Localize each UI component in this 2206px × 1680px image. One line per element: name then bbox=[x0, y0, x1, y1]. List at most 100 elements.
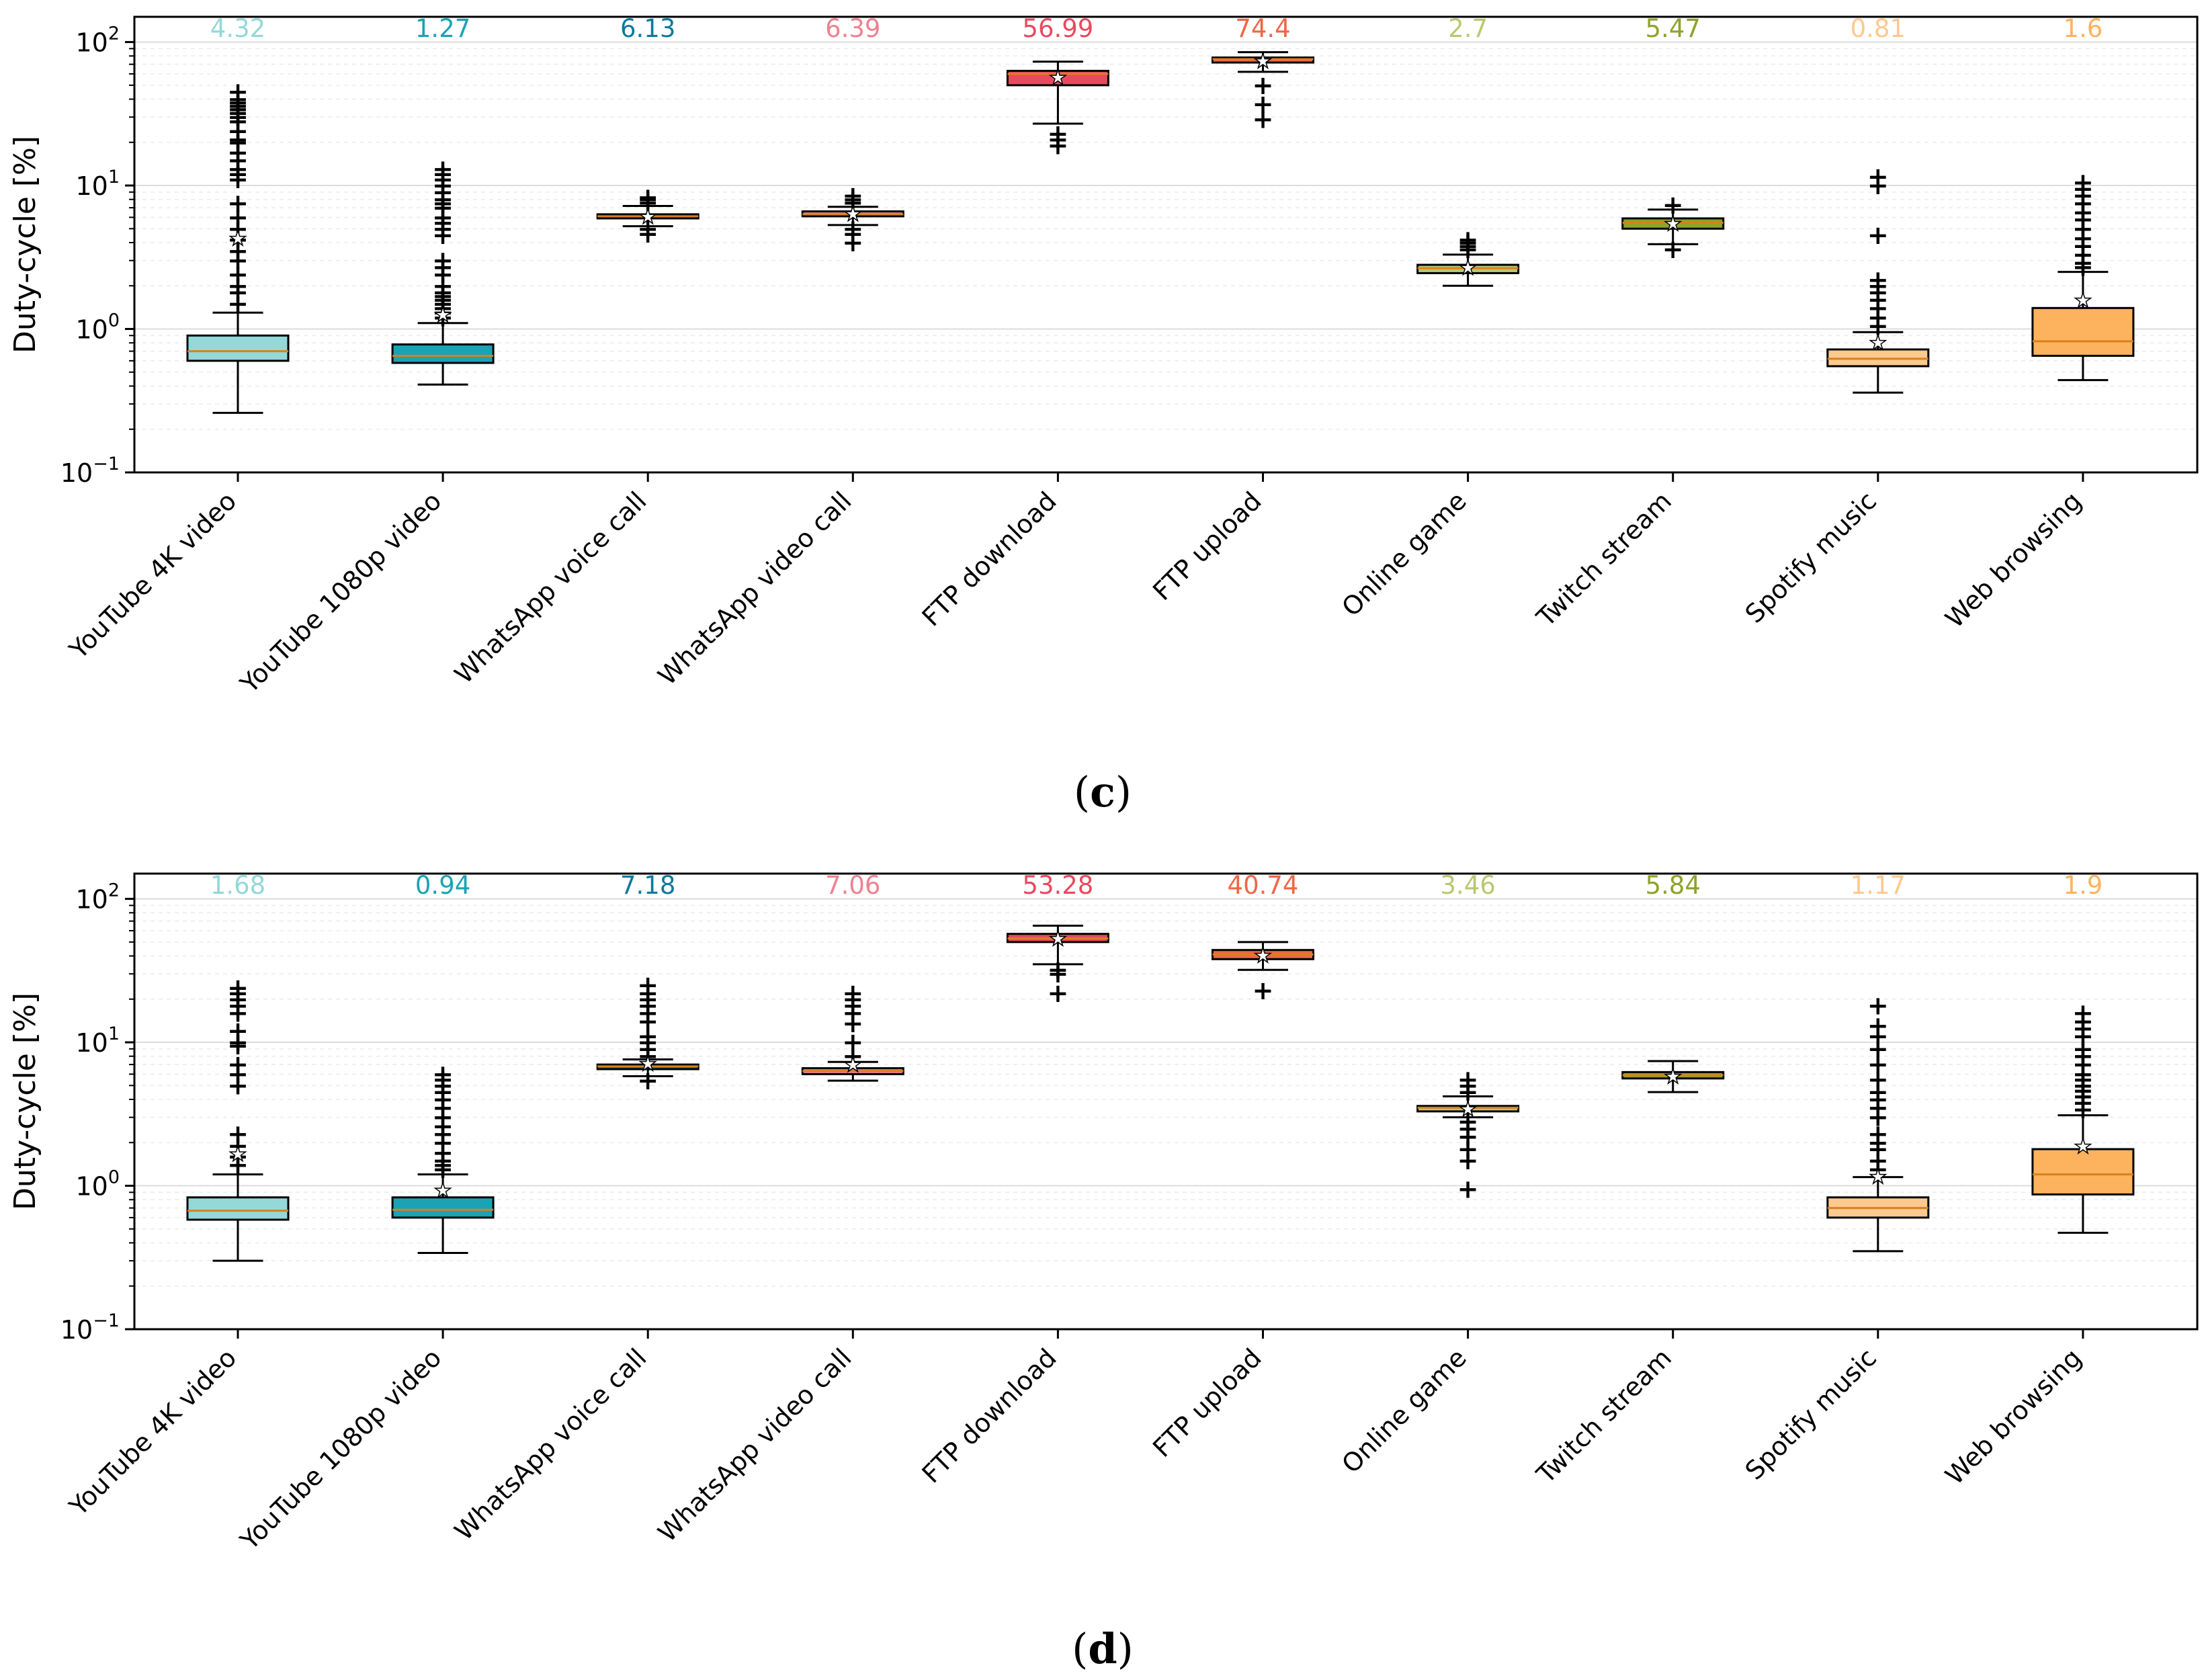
outlier-marker: + bbox=[637, 1007, 659, 1036]
box-ftp-upload: +++★ bbox=[1212, 49, 1314, 134]
outlier-marker: + bbox=[1457, 224, 1479, 254]
iqr-box bbox=[391, 343, 495, 364]
outlier-marker: + bbox=[432, 271, 454, 300]
outlier-marker: + bbox=[1662, 235, 1684, 264]
panel-caption-letter: c bbox=[1090, 767, 1115, 816]
outlier-marker: + bbox=[1867, 1134, 1889, 1164]
mean-marker: ★ bbox=[1459, 1097, 1477, 1121]
outlier-marker: + bbox=[227, 102, 249, 132]
outlier-marker: + bbox=[842, 998, 863, 1027]
outlier-marker: + bbox=[1457, 1146, 1479, 1175]
outlier-marker: + bbox=[227, 155, 249, 184]
outlier-marker: + bbox=[1867, 271, 1889, 300]
outlier-marker: + bbox=[842, 219, 863, 249]
outlier-marker: + bbox=[1457, 1114, 1479, 1144]
box-spotify-music: ++++++++++★ bbox=[1826, 162, 1930, 394]
outlier-marker: + bbox=[1867, 285, 1889, 314]
plot-frame bbox=[133, 872, 2199, 1331]
y-tick-label: 101 bbox=[75, 167, 120, 201]
outlier-marker: + bbox=[842, 1042, 863, 1071]
mean-marker: ★ bbox=[434, 1179, 452, 1202]
outlier-marker: + bbox=[637, 1021, 659, 1051]
mean-value-label: 4.32 bbox=[210, 14, 265, 43]
outlier-marker: + bbox=[432, 185, 454, 214]
iqr-box bbox=[186, 1196, 290, 1221]
outlier-marker: + bbox=[2072, 998, 2094, 1027]
outlier-marker: + bbox=[2072, 240, 2094, 269]
mean-marker: ★ bbox=[1869, 1165, 1887, 1189]
outlier-marker: + bbox=[1047, 119, 1068, 149]
outlier-marker: + bbox=[637, 1066, 659, 1095]
plot-frame bbox=[133, 15, 2199, 474]
outlier-marker: + bbox=[2072, 214, 2094, 243]
box-youtube-1080p-video: +++++++++++++++++++++++★ bbox=[391, 155, 495, 386]
outlier-marker: + bbox=[227, 202, 249, 232]
outlier-marker: + bbox=[1457, 1107, 1479, 1136]
outlier-marker: + bbox=[1867, 171, 1889, 200]
outlier-marker: + bbox=[2072, 1007, 2094, 1036]
outlier-marker: + bbox=[227, 998, 249, 1027]
mean-marker: ★ bbox=[1049, 927, 1067, 951]
outlier-marker: + bbox=[1253, 71, 1274, 100]
outlier-marker: + bbox=[842, 181, 863, 210]
outlier-marker: + bbox=[637, 998, 659, 1027]
outlier-marker: + bbox=[1867, 265, 1889, 294]
outlier-marker: + bbox=[432, 171, 454, 200]
outlier-marker: + bbox=[432, 289, 454, 319]
outlier-marker: + bbox=[2072, 248, 2094, 278]
outlier-marker: + bbox=[2072, 205, 2094, 235]
outlier-marker: + bbox=[2072, 1021, 2094, 1051]
outlier-marker: + bbox=[227, 165, 249, 194]
outlier-marker: + bbox=[2072, 181, 2094, 210]
outlier-marker: + bbox=[1457, 1064, 1479, 1094]
outlier-marker: + bbox=[432, 159, 454, 189]
iqr-box bbox=[2031, 1148, 2135, 1195]
panel-caption: (c) bbox=[1074, 767, 1132, 816]
mean-marker: ★ bbox=[1664, 212, 1682, 236]
outlier-marker: + bbox=[1253, 104, 1274, 134]
y-tick-exponent: 0 bbox=[108, 310, 120, 331]
y-tick-base: 10 bbox=[60, 458, 93, 488]
box-plots: +++++++++++++++★++++++++++++++★+++++++++… bbox=[186, 925, 2135, 1262]
outlier-marker: + bbox=[227, 1031, 249, 1060]
outlier-marker: + bbox=[2072, 168, 2094, 198]
outlier-marker: + bbox=[432, 1138, 454, 1167]
outlier-marker: + bbox=[227, 124, 249, 154]
outlier-marker: + bbox=[1867, 1093, 1889, 1122]
box-whatsapp-voice-call: +++++★ bbox=[596, 182, 699, 249]
outlier-marker: + bbox=[1867, 1119, 1889, 1148]
outlier-marker: + bbox=[432, 1128, 454, 1157]
outlier-marker: + bbox=[1662, 190, 1684, 220]
outlier-marker: + bbox=[2072, 1042, 2094, 1071]
outlier-marker: + bbox=[2072, 231, 2094, 261]
mean-value-labels: 1.68 0.94 7.18 7.06 53.28 40.74 3.46 5.84 1.17 1.… bbox=[210, 871, 2103, 900]
y-tick-base: 10 bbox=[75, 171, 108, 201]
mean-marker: ★ bbox=[639, 205, 657, 228]
outlier-marker: + bbox=[432, 1085, 454, 1114]
outlier-marker: + bbox=[432, 1064, 454, 1094]
outlier-marker: + bbox=[432, 246, 454, 276]
box-whatsapp-video-call: ++++++★ bbox=[801, 181, 904, 257]
outlier-marker: + bbox=[637, 1027, 659, 1057]
outlier-marker: + bbox=[2072, 1013, 2094, 1043]
outlier-marker: + bbox=[227, 214, 249, 243]
outlier-marker: + bbox=[432, 155, 454, 184]
outlier-marker: + bbox=[227, 138, 249, 167]
outlier-marker: + bbox=[432, 1070, 454, 1100]
outlier-marker: + bbox=[1457, 228, 1479, 257]
outlier-marker: + bbox=[227, 85, 249, 114]
outlier-marker: + bbox=[432, 208, 454, 237]
outlier-marker: + bbox=[637, 214, 659, 243]
mean-marker: ★ bbox=[844, 1053, 862, 1077]
outlier-marker: + bbox=[432, 193, 454, 222]
panel-caption: (d) bbox=[1072, 1624, 1134, 1673]
outlier-marker: + bbox=[432, 303, 454, 333]
outlier-marker: + bbox=[227, 1070, 249, 1100]
y-tick-base: 10 bbox=[75, 28, 108, 58]
outlier-marker: + bbox=[432, 285, 454, 314]
outlier-marker: + bbox=[637, 978, 659, 1008]
outlier-marker: + bbox=[842, 1027, 863, 1057]
mean-value-label: 6.39 bbox=[825, 14, 880, 43]
outlier-marker: + bbox=[637, 1042, 659, 1071]
outlier-marker: + bbox=[842, 185, 863, 214]
